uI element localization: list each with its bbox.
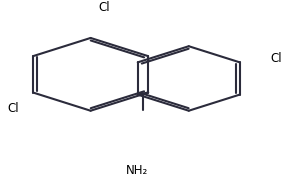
Text: Cl: Cl (270, 52, 282, 65)
Text: Cl: Cl (98, 1, 110, 14)
Text: Cl: Cl (8, 102, 19, 115)
Text: NH₂: NH₂ (126, 165, 149, 178)
